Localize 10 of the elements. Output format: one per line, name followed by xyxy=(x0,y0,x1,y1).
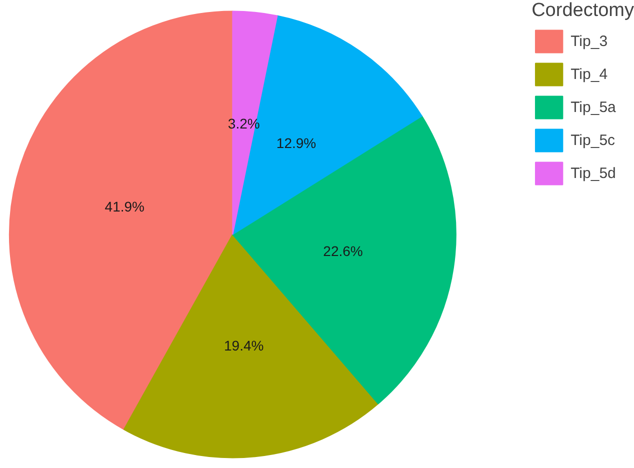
legend-label: Tip_5a xyxy=(570,98,616,116)
data-label: 41.9% xyxy=(104,198,144,214)
data-label: 22.6% xyxy=(323,243,363,260)
legend-label: Tip_5d xyxy=(570,164,616,182)
legend-label: Tip_4 xyxy=(570,66,608,82)
legend-title: Cordectomy xyxy=(532,0,634,22)
data-label: 19.4% xyxy=(224,337,264,354)
legend-label: Tip_3 xyxy=(570,32,608,50)
legend-label: Tip_5c xyxy=(570,132,616,148)
data-label: 12.9% xyxy=(276,134,316,151)
